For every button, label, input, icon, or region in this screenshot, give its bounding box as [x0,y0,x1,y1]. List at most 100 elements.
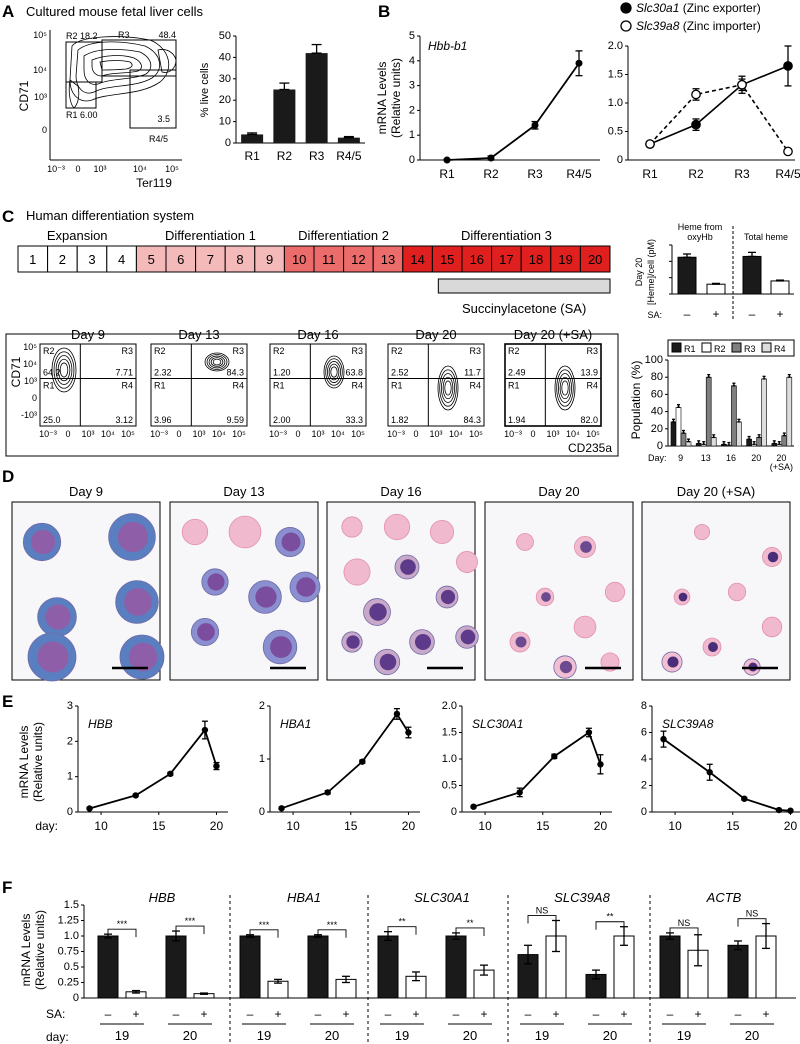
sa-sign: + [776,307,783,321]
data-point [443,156,451,164]
day-number: 14 [410,252,424,267]
legend-label: R2 [714,344,726,354]
nucleus [346,635,360,649]
y-tick-label: 1.5 [64,899,79,911]
flow-xtick: 10⁻³ [47,164,65,174]
quadrant-value: 84.3 [226,367,244,377]
flow-xtick: 10⁴ [133,164,147,174]
x-tick-label: 10 [478,819,492,833]
data-point [737,79,747,90]
data-point [405,729,412,736]
significance-bracket [669,927,699,936]
day-cell [47,245,78,273]
flow-xtick: 10⁵ [121,429,135,439]
quadrant-label: R4 [121,380,133,390]
panel-b-chart-title: Hbb-b1 [428,39,467,53]
pop-ylabel: Population (%) [629,361,643,440]
y-tick-label: 3 [409,80,415,92]
bar [670,421,677,447]
x-tick-label: 20 [751,453,761,463]
day-number: 7 [207,252,214,267]
contour [444,380,452,396]
nucleus [296,577,316,597]
flow-xtick: 10³ [546,429,559,439]
quadrant-value: 2.00 [273,415,291,425]
significance-label: *** [185,916,196,926]
x-tick-label: 10 [94,819,108,833]
y-tick-label: 10 [219,116,231,128]
data-point [393,710,401,718]
legend-label: Slc39a8 (Zinc importer) [636,19,761,33]
flow-ytick: 0 [42,125,47,135]
panel-b-ylabel: (Relative units) [389,58,403,138]
y-tick-label: 2.0 [442,700,457,712]
day-group-label: 20 [745,1028,759,1043]
flow-xtick: 10⁵ [469,429,483,439]
contour [558,373,573,403]
panel-label-e: E [2,692,13,711]
sa-sign: + [200,1007,207,1021]
nucleus [400,559,416,575]
sa-sign: + [762,1007,769,1021]
sa-sign: – [593,1007,600,1021]
x-tick-label: 20 [784,819,798,833]
nucleus [708,642,718,652]
significance-bracket [387,926,417,935]
significance-label: *** [327,920,338,930]
contour [439,369,457,407]
significance-label: ** [398,917,406,927]
bar [770,280,790,295]
quadrant-value: 33.3 [345,415,363,425]
x-tick-label: R4/5 [775,167,800,181]
quadrant-label: R3 [469,346,481,356]
day-group-label: 20 [183,1028,197,1043]
flow-day-title: Day 9 [71,327,105,342]
bar [705,376,712,447]
quadrant-value: 3.96 [154,415,172,425]
bar [267,980,289,999]
day-group-label: 19 [677,1028,691,1043]
day-number: 19 [558,252,572,267]
quadrant-label: R1 [43,380,55,390]
x-tick-label: 9 [678,453,683,463]
data-point [741,795,748,802]
x-tick-label: 15 [152,819,166,833]
x-tick-label: 10 [286,819,300,833]
y-tick-label: 1 [259,753,265,765]
panel-b-hbb-chart: 0 1 2 3 4 5 mRNA Levels (Relative units) Hbb-b1 R… [375,30,600,181]
data-point [691,119,701,130]
quadrant-value: 7.71 [115,367,133,377]
quadrant-value: 9.59 [226,415,244,425]
bar [786,376,793,447]
flow-xtick: 10⁴ [331,429,345,439]
sa-sign: – [385,1007,392,1021]
e-ylabel: (Relative units) [31,722,45,802]
data-point [167,770,174,778]
bar [680,432,687,447]
panel-label-f: F [2,878,12,897]
day-cell [343,245,374,273]
y-tick-label: 1.25 [58,915,79,927]
significance-bracket [175,925,205,935]
x-tick-label: R2 [483,167,499,181]
significance-label: NS [678,918,691,928]
bar [307,935,329,999]
micrograph-day-title: Day 13 [223,484,264,499]
quadrant-label: R4 [469,380,481,390]
y-tick-label: 0 [67,806,73,818]
quadrant-value: 3.12 [115,415,133,425]
gate-label-r1: R1 6.00 [66,110,98,120]
f-gene-title: HBA1 [287,890,321,905]
quadrant-value: 2.52 [391,367,409,377]
x-tick-label: R1 [244,149,260,163]
data-point [470,803,477,810]
stage-label: Differentiation 2 [298,228,389,243]
quadrant-label: R2 [273,346,285,356]
contour [204,352,230,372]
cell [573,615,597,639]
bar [445,935,467,999]
nucleus [460,629,476,645]
cell [600,652,620,672]
nucleus [678,592,688,602]
contour [440,373,455,403]
